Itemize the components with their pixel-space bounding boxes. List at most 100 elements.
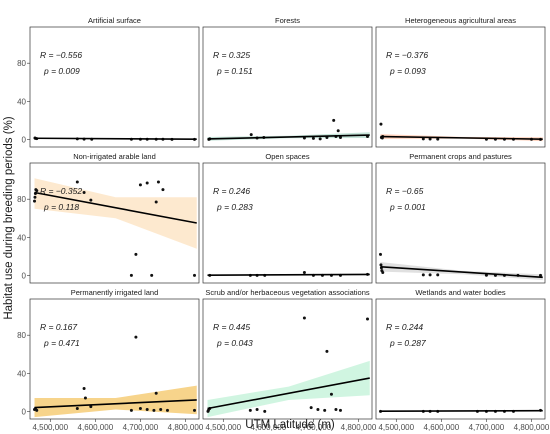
data-point — [33, 199, 37, 203]
panel-title: Permanently irrigated land — [71, 288, 159, 297]
regression-line — [380, 266, 543, 279]
data-point — [365, 317, 369, 321]
panel-title: Non-irrigated arable land — [73, 152, 156, 161]
y-tick-label: 40 — [17, 369, 26, 378]
data-point — [33, 195, 37, 199]
panel-title: Artificial surface — [88, 16, 141, 25]
data-point — [75, 407, 79, 411]
data-point — [311, 136, 315, 140]
data-point — [248, 408, 252, 412]
data-point — [428, 137, 432, 141]
x-tick-label: 4,800,000 — [514, 423, 550, 432]
data-point — [83, 396, 87, 400]
panel-title: Wetlands and water bodies — [415, 288, 506, 297]
panel-title: Heterogeneous agricultural areas — [405, 16, 516, 25]
data-point — [379, 252, 383, 256]
data-point — [334, 407, 338, 411]
panel: Artificial surface R = −0.556 p = 0.009 0 40… — [17, 16, 200, 148]
x-tick-label: 4,600,000 — [78, 423, 114, 432]
panel-frame — [375, 26, 546, 148]
y-tick-label: 80 — [17, 195, 26, 204]
data-point — [436, 273, 440, 277]
regression-line — [34, 137, 197, 140]
stat-r: R = −0.65 — [386, 186, 424, 196]
panel-title: Permanent crops and pastures — [409, 152, 512, 161]
panel: Scrub and/or herbaceous vegetation assoc… — [202, 288, 377, 432]
data-point — [156, 180, 160, 184]
panel-title: Open spaces — [265, 152, 309, 161]
data-point — [159, 407, 163, 411]
panel-frame — [202, 26, 373, 148]
confidence-band — [34, 178, 197, 249]
x-tick-label: 4,800,000 — [168, 423, 204, 432]
data-point — [329, 392, 333, 396]
stat-r: R = 0.244 — [386, 322, 423, 332]
regression-line — [380, 135, 543, 140]
stat-r: R = 0.246 — [213, 186, 250, 196]
data-point — [138, 183, 142, 187]
panel-frame — [375, 298, 546, 420]
data-point — [134, 252, 138, 256]
data-point — [428, 273, 432, 277]
confidence-band — [380, 262, 543, 281]
data-point — [161, 188, 165, 192]
stat-r: R = −0.376 — [386, 50, 428, 60]
data-point — [154, 391, 158, 395]
data-point — [154, 200, 158, 204]
panel: Forests R = 0.325 p = 0.151 — [202, 16, 373, 148]
panel-grid: Artificial surface R = −0.556 p = 0.009 0 40… — [17, 16, 550, 432]
stat-p: p = 0.093 — [389, 66, 426, 76]
panel-frame — [29, 298, 200, 420]
regression-line — [34, 399, 197, 409]
panel: Permanently irrigated land R = 0.167 p = 0… — [17, 288, 204, 432]
stat-p: p = 0.287 — [389, 338, 426, 348]
panel-title: Scrub and/or herbaceous vegetation assoc… — [205, 288, 370, 297]
data-point — [263, 409, 267, 413]
data-point — [150, 273, 154, 277]
x-tick-label: 4,600,000 — [251, 423, 287, 432]
data-point — [379, 122, 383, 126]
data-point — [255, 407, 259, 411]
x-tick-label: 4,600,000 — [424, 423, 460, 432]
stat-p: p = 0.471 — [43, 338, 80, 348]
data-point — [75, 180, 79, 184]
panel-frame — [202, 298, 373, 420]
data-point — [134, 335, 138, 339]
data-point — [325, 349, 329, 353]
data-point — [35, 408, 39, 412]
data-point — [538, 273, 542, 277]
panel-title: Forests — [275, 16, 300, 25]
data-point — [192, 408, 196, 412]
stat-r: R = −0.352 — [40, 186, 82, 196]
data-point — [138, 407, 142, 411]
data-point — [338, 408, 342, 412]
confidence-band — [207, 360, 370, 418]
data-point — [249, 133, 253, 137]
data-point — [129, 273, 133, 277]
data-point — [309, 406, 313, 410]
data-point — [436, 137, 440, 141]
x-axis-title: UTM Latitude (m) — [245, 419, 335, 431]
data-point — [302, 316, 306, 320]
y-axis-title: Habitat use during breeding periods (%) — [3, 116, 15, 319]
y-tick-label: 80 — [17, 331, 26, 340]
panel-frame — [375, 162, 546, 284]
stat-p: p = 0.001 — [389, 202, 426, 212]
regression-line — [207, 134, 370, 140]
regression-line — [34, 191, 197, 224]
data-point — [82, 387, 86, 391]
stat-r: R = 0.167 — [40, 322, 77, 332]
data-point — [381, 271, 385, 275]
data-point — [145, 407, 149, 411]
stat-r: R = 0.325 — [213, 50, 250, 60]
y-tick-label: 40 — [17, 233, 26, 242]
x-tick-label: 4,800,000 — [341, 423, 377, 432]
data-point — [89, 198, 93, 202]
data-point — [338, 135, 342, 139]
y-tick-label: 0 — [22, 135, 27, 144]
panel: Heterogeneous agricultural areas R = −0.3… — [375, 16, 546, 148]
stat-p: p = 0.118 — [43, 202, 79, 212]
stat-r: R = −0.556 — [40, 50, 82, 60]
data-point — [129, 408, 133, 412]
